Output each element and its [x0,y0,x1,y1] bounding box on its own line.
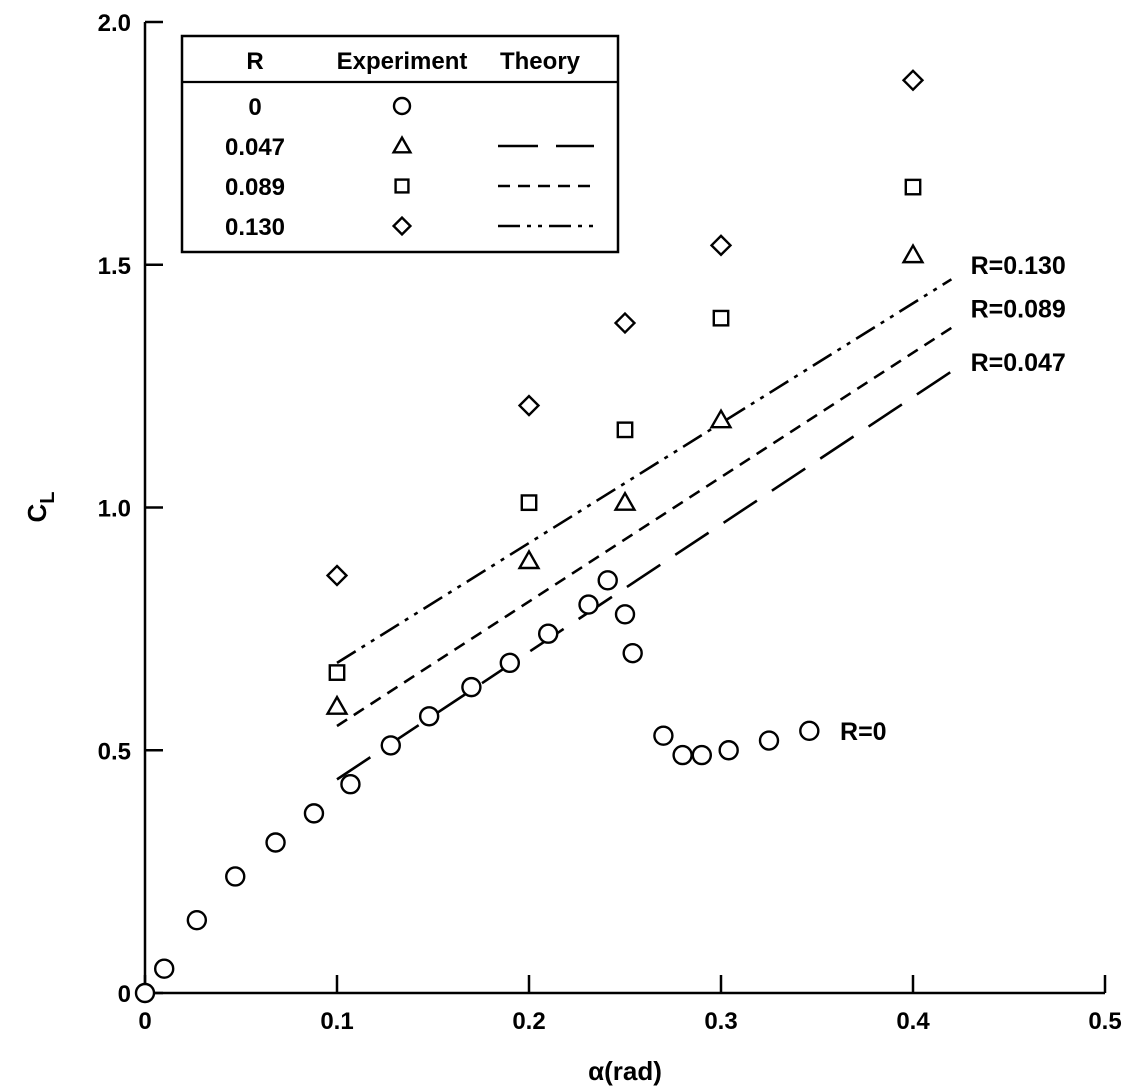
data-point-circle [718,740,739,761]
data-point-diamond [325,564,349,587]
data-point-diamond [709,234,733,257]
data-point-triangle [709,408,733,429]
legend-marker-circle [392,96,412,116]
data-point-triangle [325,694,349,715]
legend-marker-square [394,178,410,194]
y-tick-label: 2.0 [98,10,131,37]
data-point-triangle [613,490,637,511]
data-point-diamond [517,394,541,417]
legend-marker-triangle [391,135,413,154]
legend-header-theory: Theory [500,48,581,75]
data-point-circle [134,982,156,1004]
data-point-circle [578,594,599,615]
legend: R Experiment Theory 0 0.047 0.089 0.130 [180,34,620,254]
data-point-circle [799,720,820,742]
experiment-points [134,69,925,1004]
data-point-circle [380,735,401,756]
annotation-label: R=0 [840,718,887,746]
data-point-triangle [901,243,925,264]
x-tick-label: 0.1 [320,1008,353,1035]
legend-row-label: 0.047 [225,134,285,161]
data-point-circle [672,744,693,766]
x-tick-label: 0.3 [704,1008,737,1035]
data-point-circle [691,744,712,766]
annotation-label: R=0.047 [971,349,1066,377]
data-point-circle [418,706,440,727]
data-point-diamond [613,311,637,335]
legend-marker-diamond [391,215,413,237]
data-point-circle [597,570,618,591]
annotation-label: R=0.089 [971,295,1066,323]
theory-line-0.089 [336,326,953,728]
data-point-circle [499,652,520,674]
data-point-circle [340,774,361,795]
x-tick-label: 0.4 [896,1008,930,1035]
legend-row-label: 0.130 [225,214,285,241]
data-point-circle [225,866,246,887]
data-point-square [520,494,538,512]
x-axis-label: α(rad) [588,1056,662,1086]
legend-header-r: R [246,48,263,75]
data-point-circle [622,642,643,664]
y-tick-label: 1.5 [98,253,131,280]
data-point-circle [153,958,175,979]
legend-header-experiment: Experiment [337,48,468,75]
y-tick-label: 0 [118,981,131,1008]
annotation-label: R=0.130 [971,252,1066,280]
data-point-circle [186,909,208,931]
annotations: R=0.130 R=0.089 R=0.047 R=0 [840,252,1066,746]
data-point-circle [758,730,780,751]
theory-line-0.047 [336,370,953,781]
x-tick-label: 0.2 [512,1008,545,1035]
data-point-circle [538,623,559,644]
y-tick-label: 0.5 [98,738,131,765]
data-point-square [712,309,730,327]
legend-row-label: 0 [248,94,261,121]
x-tick-label: 0 [138,1008,151,1035]
data-point-circle [265,832,286,853]
data-point-triangle [517,549,541,570]
data-point-square [328,664,346,681]
x-tick-label: 0.5 [1088,1008,1121,1035]
data-point-circle [653,725,674,746]
axes: 0 0.1 0.2 0.3 0.4 0.5 0 0.5 1.0 1.5 2.0 α(rad) CL [22,10,1122,1086]
data-point-circle [461,676,482,698]
data-point-square [904,178,922,196]
legend-row-label: 0.089 [225,174,285,201]
y-tick-label: 1.0 [98,496,131,523]
data-point-square [616,421,634,439]
data-point-circle [303,803,325,824]
data-point-circle [614,604,636,625]
theory-lines [336,278,953,781]
theory-line-0.130 [336,278,953,664]
y-axis-label: CL [22,492,59,523]
data-point-diamond [901,69,925,92]
